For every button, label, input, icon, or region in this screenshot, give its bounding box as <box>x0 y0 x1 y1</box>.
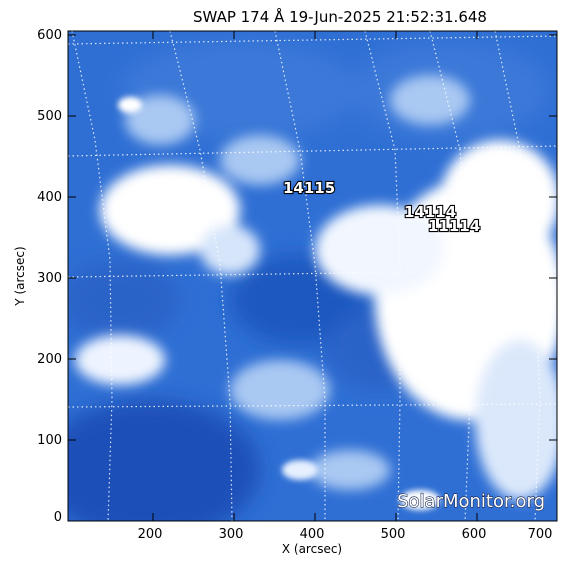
watermark: SolarMonitor.org <box>397 491 545 512</box>
y-tick-label: 100 <box>37 433 62 448</box>
x-tick-label: 400 <box>300 527 325 542</box>
heliographic-grid <box>68 31 557 521</box>
y-tick-labels: 0 100 200 300 400 500 600 <box>37 28 62 525</box>
x-tick-label: 700 <box>528 527 553 542</box>
axis-ticks <box>68 31 558 522</box>
solar-euv-image <box>68 31 557 521</box>
y-tick-label: 500 <box>37 109 62 124</box>
active-region-label: 14115 <box>283 179 335 197</box>
y-tick-label: 400 <box>37 190 62 205</box>
x-tick-label: 600 <box>462 527 487 542</box>
active-region-label: 14114 <box>404 203 456 221</box>
x-tick-label: 200 <box>138 527 163 542</box>
x-tick-label: 300 <box>219 527 244 542</box>
plot-title: SWAP 174 Å 19-Jun-2025 21:52:31.648 <box>193 7 487 26</box>
active-region-label: 11114 <box>428 217 480 235</box>
y-axis-label: Y (arcsec) <box>13 246 27 306</box>
x-tick-label: 500 <box>381 527 406 542</box>
y-tick-label: 0 <box>54 510 62 525</box>
y-tick-label: 300 <box>37 271 62 286</box>
y-tick-label: 200 <box>37 352 62 367</box>
x-axis-label: X (arcsec) <box>282 542 342 556</box>
x-tick-labels: 200 300 400 500 600 700 <box>138 527 553 542</box>
y-tick-label: 600 <box>37 28 62 43</box>
plot-frame <box>67 30 558 522</box>
